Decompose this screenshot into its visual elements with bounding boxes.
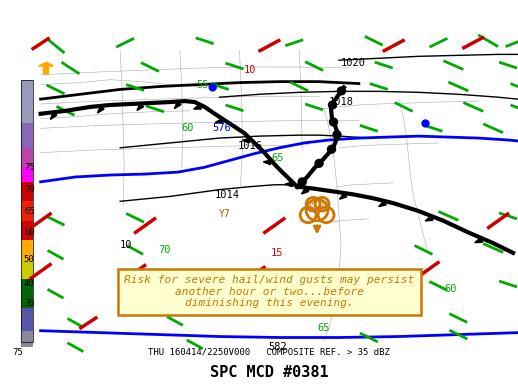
Text: 60: 60 [181,123,194,133]
Text: 40: 40 [24,279,35,289]
Circle shape [298,178,306,186]
Text: 70: 70 [159,245,171,255]
Bar [21,80,33,342]
Bar [21,260,33,279]
Text: 65: 65 [318,323,330,333]
Polygon shape [97,106,104,113]
Text: Y7: Y7 [219,209,231,219]
Polygon shape [301,188,309,194]
Bar [21,167,33,182]
Bar [21,240,33,260]
Circle shape [315,159,323,167]
Circle shape [338,87,346,95]
Polygon shape [137,104,143,111]
Bar [21,123,33,148]
Text: 10: 10 [120,240,133,250]
Polygon shape [285,182,292,187]
Text: 1016: 1016 [238,141,263,151]
Bar [21,221,33,240]
Text: 15: 15 [271,248,283,258]
Text: 75: 75 [24,163,35,172]
Circle shape [327,146,336,153]
Circle shape [329,118,338,126]
Circle shape [328,101,337,109]
Bar [21,308,33,331]
Text: THU 160414/2250V000   COMPOSITE REF. > 35 dBZ: THU 160414/2250V000 COMPOSITE REF. > 35 … [149,348,390,357]
Bar [21,148,33,167]
Polygon shape [215,119,223,123]
Text: 75: 75 [12,348,23,357]
Text: 10: 10 [243,65,256,75]
Text: 60: 60 [444,284,457,294]
Text: 55: 55 [196,80,209,90]
Polygon shape [194,104,202,109]
Circle shape [422,120,429,127]
Polygon shape [425,216,433,221]
Bar [21,182,33,201]
Text: Risk for severe hail/wind gusts may persist
another hour or two...before
diminis: Risk for severe hail/wind gusts may pers… [124,275,414,308]
Circle shape [209,84,216,91]
Bar [21,331,33,347]
Text: 1014: 1014 [214,190,240,199]
Text: 65: 65 [24,206,35,215]
Polygon shape [242,138,250,143]
Polygon shape [175,102,181,109]
Text: 1018: 1018 [329,97,354,107]
Polygon shape [50,112,57,120]
Polygon shape [339,193,347,199]
Polygon shape [39,62,53,74]
Text: 60: 60 [24,228,35,237]
Text: SPC MCD #0381: SPC MCD #0381 [210,365,329,380]
Polygon shape [474,238,482,242]
Circle shape [333,131,341,139]
Text: 576: 576 [212,123,231,133]
Text: 70: 70 [24,185,35,194]
Text: 582: 582 [268,342,286,352]
Text: 35: 35 [24,299,35,308]
Text: 65: 65 [271,152,283,163]
Bar [21,201,33,221]
Text: MCD: MCD [310,200,325,209]
Text: 50: 50 [24,255,35,264]
Text: 1020: 1020 [341,58,366,68]
Polygon shape [379,201,386,206]
Bar [21,279,33,308]
Polygon shape [263,160,271,165]
Bar [21,80,33,123]
